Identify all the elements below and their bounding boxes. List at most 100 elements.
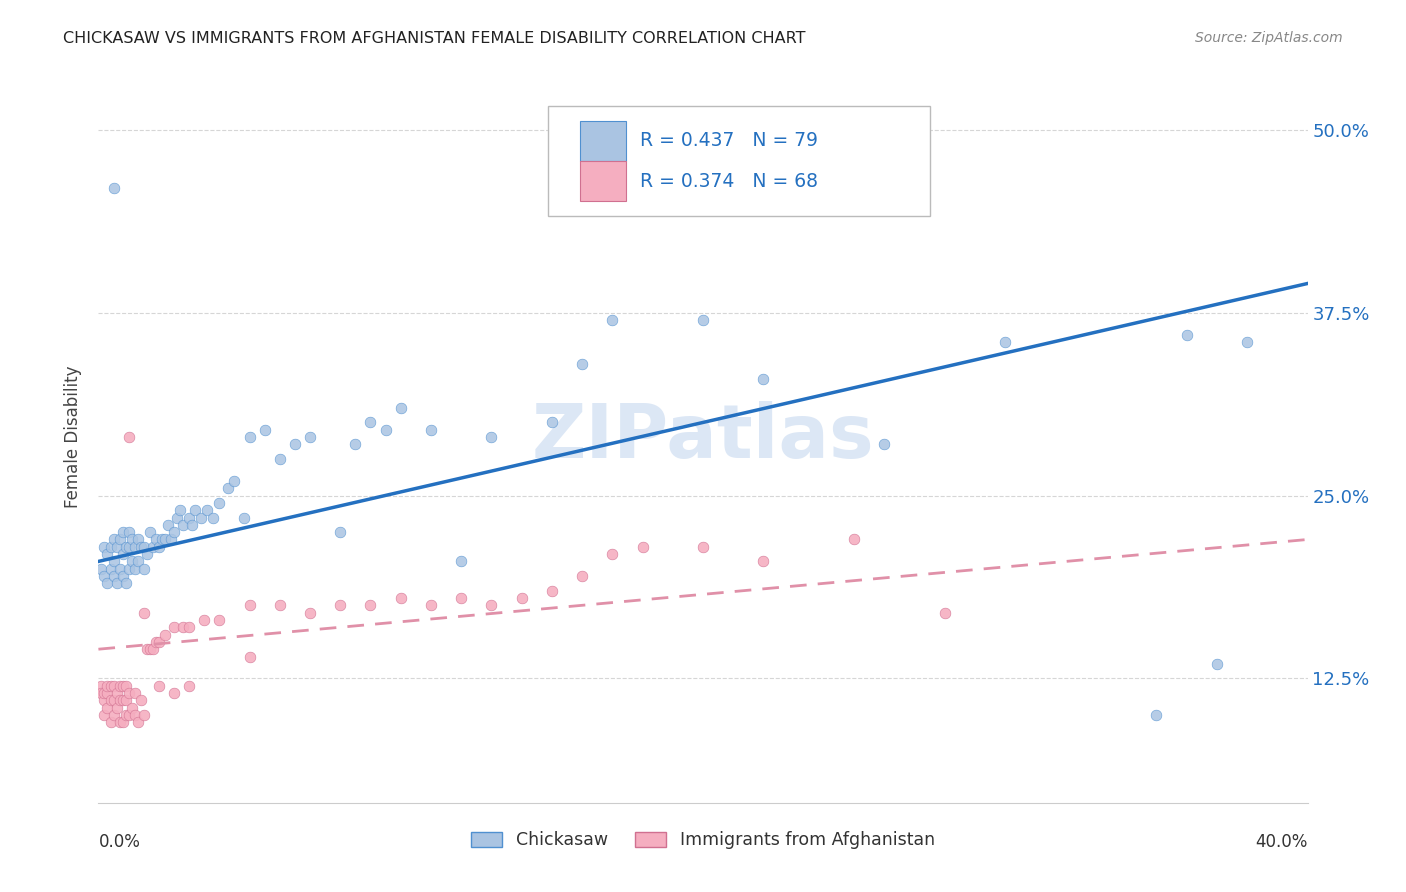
Point [100,540,122,554]
Point [103,679,125,693]
Point [132,708,155,723]
Point [360,599,382,613]
Legend: Chickasaw, Immigrants from Afghanistan: Chickasaw, Immigrants from Afghanistan [464,824,942,856]
Point [100,693,122,707]
Point [179,620,201,634]
Point [844,533,866,547]
Point [602,313,624,327]
Point [111,525,134,540]
Point [179,510,201,524]
Point [269,599,291,613]
Point [127,715,149,730]
Point [692,540,714,554]
Text: R = 0.374   N = 68: R = 0.374 N = 68 [640,171,818,191]
Point [329,599,352,613]
Point [193,613,215,627]
Text: ZIPatlas: ZIPatlas [531,401,875,474]
Point [208,496,231,510]
Point [1175,327,1198,342]
Point [132,562,155,576]
Point [108,533,131,547]
Point [103,554,125,568]
Point [145,533,167,547]
Point [172,517,194,532]
Point [111,679,134,693]
Point [105,540,128,554]
Point [1206,657,1229,671]
Point [299,430,322,444]
Point [121,700,143,714]
Point [103,181,125,195]
Point [329,525,352,540]
Point [118,562,141,576]
Point [239,599,262,613]
Point [481,599,503,613]
Point [93,708,115,723]
Point [934,606,956,620]
Point [160,533,183,547]
Point [139,525,162,540]
Point [450,554,472,568]
Point [269,452,291,467]
Point [96,679,118,693]
Point [602,547,624,561]
Point [121,533,143,547]
Point [114,576,136,591]
Point [150,533,173,547]
Point [93,686,115,700]
Point [105,686,128,700]
Point [132,540,155,554]
Point [179,679,201,693]
Point [108,562,131,576]
Point [540,583,562,598]
Point [90,679,112,693]
Point [103,569,125,583]
FancyBboxPatch shape [548,106,931,216]
Point [692,313,714,327]
Point [420,423,443,437]
Point [111,569,134,583]
Point [139,642,162,657]
Point [90,562,112,576]
Point [284,437,307,451]
Bar [579,161,626,202]
Point [994,334,1017,349]
Point [118,686,141,700]
Point [172,620,194,634]
Point [142,642,165,657]
Point [195,503,218,517]
Point [93,569,115,583]
Point [96,686,118,700]
Point [360,416,382,430]
Point [1236,334,1258,349]
Text: 40.0%: 40.0% [1256,833,1308,851]
Point [127,533,149,547]
Point [239,430,262,444]
Point [253,423,276,437]
Point [103,693,125,707]
Text: 0.0%: 0.0% [98,833,141,851]
Point [124,686,146,700]
Bar [579,120,626,161]
Y-axis label: Female Disability: Female Disability [65,366,83,508]
Point [108,715,131,730]
Point [153,627,176,641]
Point [389,591,412,605]
Point [299,606,322,620]
Point [1144,708,1167,723]
Point [127,554,149,568]
Point [202,510,225,524]
Point [121,554,143,568]
Point [450,591,472,605]
Point [374,423,396,437]
Point [481,430,503,444]
Point [105,700,128,714]
Point [96,576,118,591]
Point [111,693,134,707]
Point [114,679,136,693]
Point [100,679,122,693]
Point [129,540,152,554]
Point [111,547,134,561]
Point [103,708,125,723]
Point [118,430,141,444]
